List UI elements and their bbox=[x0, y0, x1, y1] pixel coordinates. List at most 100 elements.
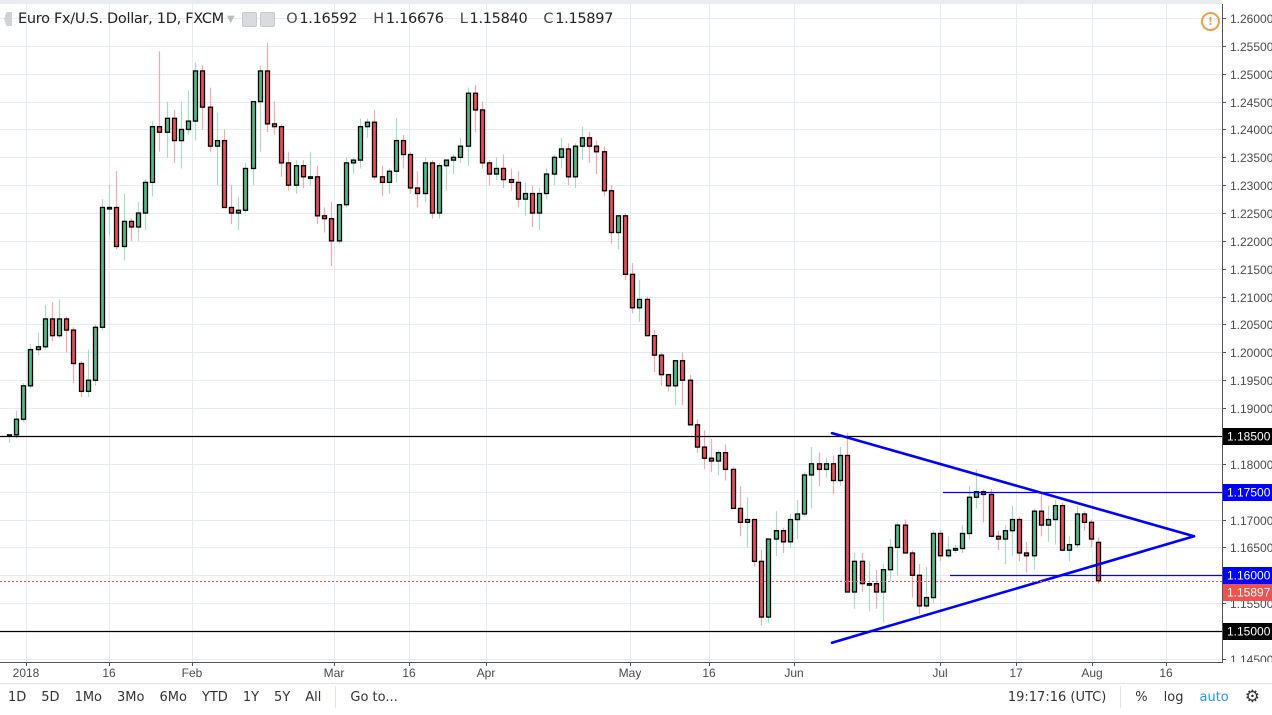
open-value: 1.16592 bbox=[299, 11, 358, 27]
candle bbox=[765, 538, 772, 623]
candle bbox=[1031, 508, 1038, 570]
price-tick-label: 1.24000 bbox=[1230, 123, 1272, 137]
range-5y[interactable]: 5Y bbox=[274, 689, 291, 705]
close-label: C bbox=[543, 11, 554, 27]
range-all[interactable]: All bbox=[305, 689, 322, 705]
candle bbox=[952, 544, 959, 553]
candle bbox=[465, 87, 472, 166]
trendline[interactable] bbox=[830, 431, 1196, 538]
candle bbox=[300, 160, 307, 188]
candle bbox=[135, 201, 142, 241]
candle bbox=[894, 522, 901, 576]
range-ytd[interactable]: YTD bbox=[201, 689, 228, 705]
settings-icon[interactable] bbox=[242, 11, 258, 27]
range-1y[interactable]: 1Y bbox=[242, 689, 260, 705]
candle bbox=[887, 539, 894, 581]
candle bbox=[192, 62, 199, 141]
auto-toggle[interactable]: auto bbox=[1199, 689, 1229, 705]
candle bbox=[307, 151, 314, 186]
candle bbox=[930, 530, 937, 604]
candle bbox=[837, 447, 844, 487]
candle bbox=[636, 279, 643, 322]
candle bbox=[1066, 536, 1073, 562]
candle bbox=[293, 160, 300, 194]
candle bbox=[629, 263, 636, 314]
time-tick-label: Jul bbox=[932, 666, 947, 680]
candle bbox=[808, 447, 815, 509]
price-label-badge bbox=[1223, 567, 1272, 584]
candle bbox=[902, 519, 909, 554]
candle bbox=[429, 160, 436, 219]
candle bbox=[142, 179, 149, 230]
candle bbox=[128, 218, 135, 241]
range-1d[interactable]: 1D bbox=[8, 689, 27, 705]
price-tick-label: 1.22500 bbox=[1230, 207, 1272, 221]
range-6mo[interactable]: 6Mo bbox=[159, 689, 187, 705]
price-tick-label: 1.20500 bbox=[1230, 318, 1272, 332]
candle bbox=[1038, 494, 1045, 537]
range-3mo[interactable]: 3Mo bbox=[117, 689, 145, 705]
candle bbox=[285, 151, 292, 191]
candle bbox=[379, 165, 386, 197]
candle bbox=[794, 500, 801, 540]
candle bbox=[393, 118, 400, 183]
ohlc-low: L 1.15840 bbox=[460, 11, 528, 27]
goto-button[interactable]: Go to... bbox=[350, 689, 398, 705]
toolbar-divider bbox=[1120, 686, 1122, 708]
candle bbox=[923, 566, 930, 609]
candle bbox=[364, 118, 371, 138]
close-value: 1.15897 bbox=[555, 11, 614, 27]
candle bbox=[572, 143, 579, 188]
candle bbox=[515, 171, 522, 208]
clock-time[interactable]: 19:17:16 (UTC) bbox=[1007, 689, 1107, 705]
price-label-badge bbox=[1223, 428, 1272, 445]
candle bbox=[751, 518, 758, 567]
candle bbox=[816, 452, 823, 487]
low-label: L bbox=[459, 11, 468, 27]
time-tick-label: 17 bbox=[1009, 666, 1023, 680]
candle bbox=[787, 513, 794, 548]
candle bbox=[113, 171, 120, 250]
candle bbox=[1002, 525, 1009, 565]
candle bbox=[880, 564, 887, 623]
price-tick-label: 1.22000 bbox=[1230, 235, 1272, 249]
candle bbox=[744, 497, 751, 548]
range-5d[interactable]: 5D bbox=[41, 689, 60, 705]
symbol-title[interactable]: Euro Fx/U.S. Dollar, 1D, FXCM bbox=[18, 11, 224, 27]
range-1mo[interactable]: 1Mo bbox=[74, 689, 103, 705]
candle bbox=[436, 162, 443, 219]
candle bbox=[1059, 502, 1066, 551]
candle bbox=[443, 159, 450, 191]
log-toggle[interactable]: log bbox=[1163, 689, 1184, 705]
time-tick-label: Jun bbox=[784, 666, 803, 680]
candle bbox=[400, 135, 407, 169]
grip-icon[interactable] bbox=[4, 12, 12, 26]
candle bbox=[1052, 500, 1059, 545]
candle bbox=[1088, 519, 1095, 548]
candle bbox=[56, 299, 63, 339]
candle bbox=[278, 123, 285, 177]
candle bbox=[1023, 541, 1030, 573]
candle bbox=[622, 213, 629, 280]
candle bbox=[156, 51, 163, 152]
gear-icon[interactable]: ⚙ bbox=[1244, 687, 1260, 707]
dropdown-caret-icon[interactable]: ▼ bbox=[226, 13, 235, 25]
price-label-text: 1.15897 bbox=[1227, 586, 1271, 600]
warning-icon[interactable]: ! bbox=[1201, 12, 1220, 31]
chart-header: Euro Fx/U.S. Dollar, 1D, FXCM ▼ O 1.16592… bbox=[0, 7, 621, 31]
candle bbox=[522, 182, 529, 216]
time-tick-label: Aug bbox=[1081, 666, 1102, 680]
time-tick-label: Apr bbox=[477, 666, 496, 680]
bottom-toolbar: 1D 5D 1Mo 3Mo 6Mo YTD 1Y 5Y All Go to...… bbox=[0, 683, 1272, 711]
compare-icon[interactable] bbox=[260, 11, 276, 27]
price-tick-label: 1.18000 bbox=[1230, 458, 1272, 472]
price-label-badge bbox=[1223, 623, 1272, 640]
candle bbox=[780, 527, 787, 553]
price-label-text: 1.17500 bbox=[1227, 486, 1271, 500]
trendline[interactable] bbox=[830, 534, 1196, 645]
percent-toggle[interactable]: % bbox=[1135, 689, 1148, 705]
candle bbox=[321, 207, 328, 233]
candle bbox=[314, 165, 321, 225]
